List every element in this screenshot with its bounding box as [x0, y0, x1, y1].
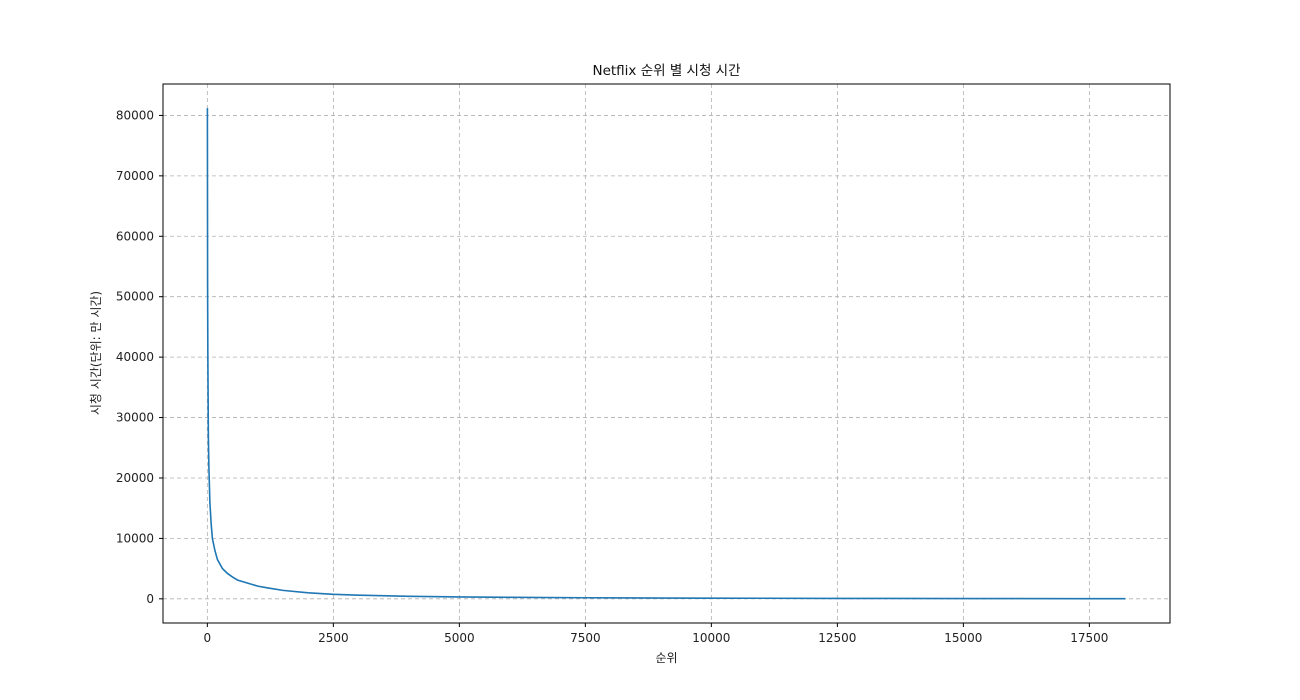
y-axis-label: 시청 시간(단위: 만 시간) — [89, 291, 103, 415]
x-tick-label: 0 — [204, 631, 212, 645]
plot-frame — [162, 83, 1171, 624]
x-tick-label: 10000 — [692, 631, 730, 645]
y-tick-label: 0 — [146, 592, 154, 606]
y-tick-label: 10000 — [116, 531, 154, 545]
series-layer — [206, 108, 1126, 600]
y-tick-label: 70000 — [116, 169, 154, 183]
x-tick-label: 12500 — [818, 631, 856, 645]
y-tick-label: 60000 — [116, 229, 154, 243]
y-tick-label: 80000 — [116, 108, 154, 122]
y-tick-label: 40000 — [116, 350, 154, 364]
y-tick-label: 30000 — [116, 411, 154, 425]
chart-title: Netflix 순위 별 시청 시간 — [592, 63, 740, 79]
series-line — [206, 108, 1126, 600]
x-tick-label: 2500 — [318, 631, 349, 645]
grid-lines — [163, 84, 1170, 623]
x-tick-label: 5000 — [444, 631, 475, 645]
x-tick-label: 7500 — [570, 631, 601, 645]
x-axis-label: 순위 — [655, 651, 677, 665]
y-axis-ticks: 0 10000 20000 30000 40000 50000 60000 70000 8000… — [116, 108, 163, 606]
x-axis-ticks: 0 2500 5000 7500 10000 12500 15000 17500 — [204, 623, 1108, 645]
x-tick-label: 17500 — [1070, 631, 1108, 645]
y-tick-label: 50000 — [116, 290, 154, 304]
y-tick-label: 20000 — [116, 471, 154, 485]
x-tick-label: 15000 — [944, 631, 982, 645]
